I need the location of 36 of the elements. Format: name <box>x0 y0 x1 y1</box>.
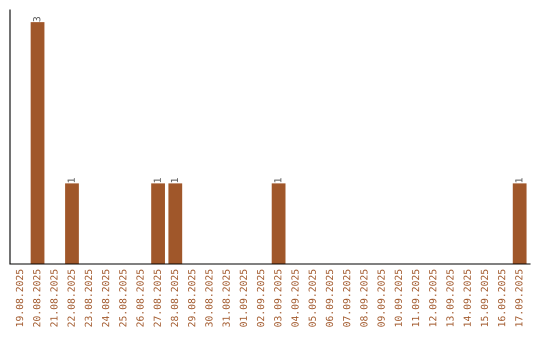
data-label: 3 <box>33 16 40 22</box>
x-tick-label: 14.09.2025 <box>464 270 471 326</box>
x-tick-label: 19.08.2025 <box>16 270 24 326</box>
x-tick-label: 11.09.2025 <box>412 270 420 326</box>
data-label: 1 <box>170 178 178 182</box>
x-tick-label: 20.08.2025 <box>33 270 40 327</box>
x-tick-label: 22.08.2025 <box>67 270 75 327</box>
x-tick-label: 21.08.2025 <box>50 270 58 327</box>
x-tick-label: 12.09.2025 <box>429 270 436 326</box>
x-tick-label: 02.09.2025 <box>256 270 264 327</box>
x-tick-label: 24.08.2025 <box>102 270 110 327</box>
x-tick-label: 03.09.2025 <box>274 270 282 327</box>
x-tick-label: 08.09.2025 <box>360 270 368 327</box>
x-tick-label: 15.09.2025 <box>480 270 488 326</box>
x-tick-label: 04.09.2025 <box>291 270 299 327</box>
x-tick-label: 07.09.2025 <box>342 270 350 327</box>
x-tick-label: 13.09.2025 <box>446 270 454 326</box>
x-tick-label: 09.09.2025 <box>377 270 385 327</box>
x-tick-label: 30.08.2025 <box>205 270 213 327</box>
x-tick-label: 06.09.2025 <box>326 270 334 327</box>
x-tick-label: 16.09.2025 <box>498 270 506 326</box>
x-tick-label: 29.08.2025 <box>188 270 196 327</box>
x-tick-label: 27.08.2025 <box>154 270 161 327</box>
data-label: 1 <box>68 178 75 182</box>
x-tick-label: 23.08.2025 <box>84 270 92 327</box>
data-label: 1 <box>154 178 161 182</box>
x-tick-label: 17.09.2025 <box>515 270 523 326</box>
x-tick-label: 25.08.2025 <box>119 270 126 327</box>
x-tick-label: 05.09.2025 <box>308 270 316 327</box>
data-label: 1 <box>515 178 522 182</box>
x-tick-label: 10.09.2025 <box>394 270 402 326</box>
x-tick-label: 01.09.2025 <box>240 270 248 327</box>
x-tick-label: 26.08.2025 <box>136 270 144 327</box>
x-tick-label: 28.08.2025 <box>170 270 178 327</box>
x-tick-label: 31.08.2025 <box>222 270 230 327</box>
data-label: 1 <box>274 178 282 182</box>
